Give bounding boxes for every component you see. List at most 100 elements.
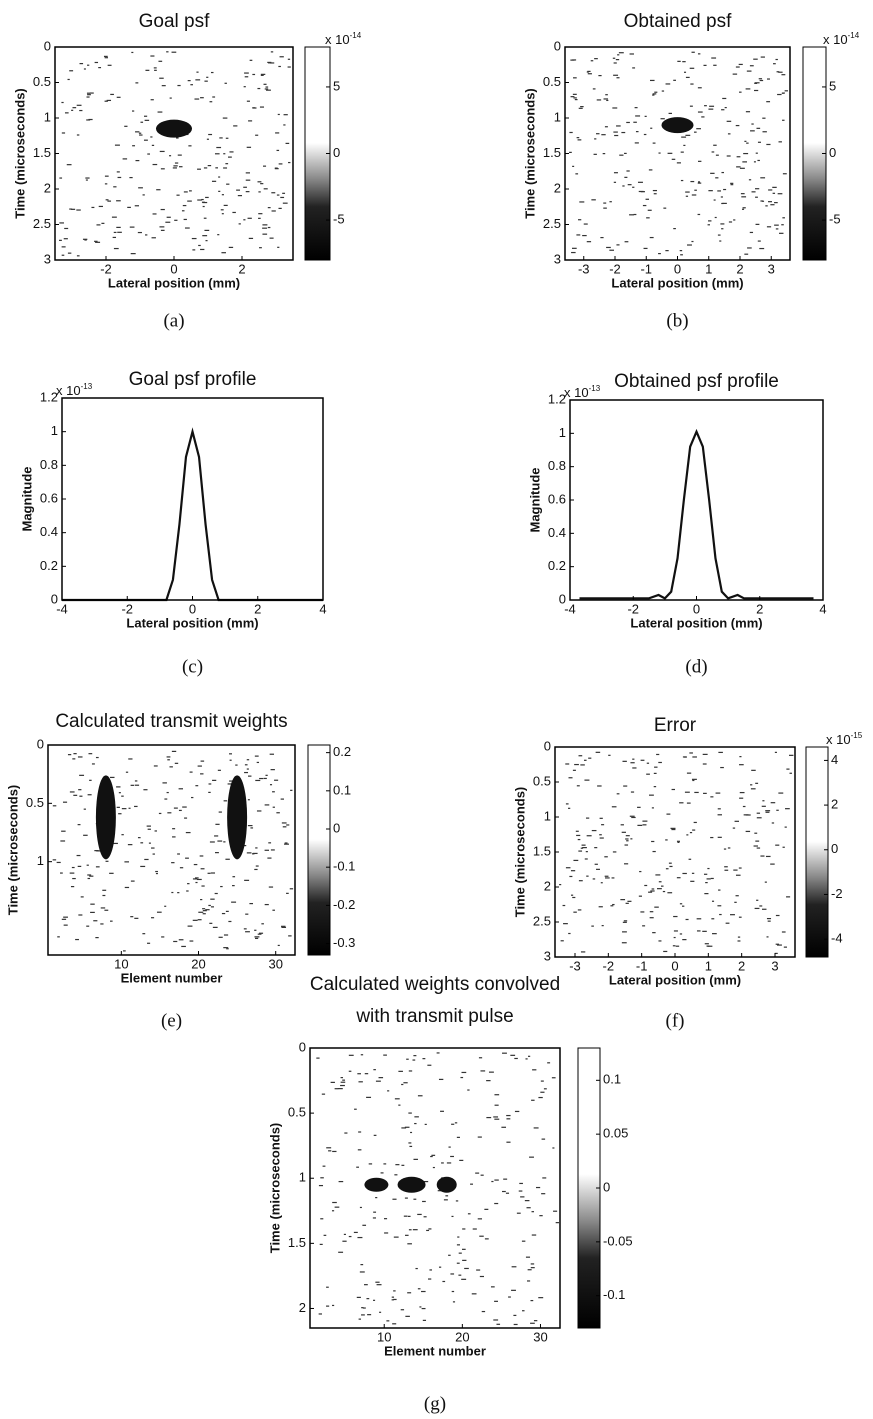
speckle xyxy=(421,1290,426,1293)
speckle xyxy=(669,865,673,868)
speckle xyxy=(267,61,272,64)
speckle xyxy=(95,866,100,868)
speckle xyxy=(657,888,662,890)
speckle xyxy=(113,186,117,188)
speckle xyxy=(680,151,684,153)
speckle xyxy=(192,249,196,251)
speckle xyxy=(59,177,63,179)
speckle xyxy=(391,1299,394,1301)
speckle xyxy=(373,1211,377,1213)
speckle xyxy=(691,778,697,780)
speckle xyxy=(199,855,204,857)
y-tick-label: 0 xyxy=(44,38,51,53)
speckle xyxy=(166,791,169,794)
speckle xyxy=(166,216,171,218)
speckle xyxy=(218,936,223,938)
y-tick-label: 0.6 xyxy=(40,490,58,505)
speckle xyxy=(244,76,249,78)
speckle xyxy=(571,247,577,249)
speckle xyxy=(356,1166,359,1168)
speckle xyxy=(781,931,786,933)
speckle xyxy=(755,188,760,190)
speckle xyxy=(153,67,157,69)
speckle xyxy=(754,89,759,92)
speckle xyxy=(665,83,671,85)
speckle xyxy=(762,200,765,202)
speckle xyxy=(187,883,190,885)
speckle xyxy=(782,217,785,219)
speckle xyxy=(605,877,610,879)
speckle xyxy=(384,1218,388,1220)
speckle xyxy=(691,240,694,243)
speckle xyxy=(738,867,742,869)
colorbar-tick-label: 5 xyxy=(829,78,836,93)
speckle xyxy=(713,64,717,66)
speckle xyxy=(595,751,601,753)
speckle xyxy=(104,175,109,177)
speckle xyxy=(272,909,275,911)
speckle xyxy=(569,151,572,153)
speckle xyxy=(693,821,697,824)
speckle xyxy=(287,66,291,68)
speckle xyxy=(338,1180,344,1183)
speckle xyxy=(673,915,678,918)
y-tick-label: 2 xyxy=(554,180,561,195)
speckle xyxy=(366,1096,372,1098)
speckle xyxy=(719,240,722,242)
speckle xyxy=(152,163,158,166)
speckle xyxy=(709,105,715,107)
speckle xyxy=(762,131,767,133)
speckle xyxy=(643,247,648,250)
speckle xyxy=(511,1266,517,1268)
speckle xyxy=(334,1206,340,1208)
speckle xyxy=(61,830,66,832)
speckle xyxy=(87,64,90,66)
speckle xyxy=(692,756,697,758)
speckle xyxy=(166,51,169,53)
speckle xyxy=(182,806,187,808)
speckle xyxy=(202,235,208,237)
speckle xyxy=(113,231,117,234)
speckle xyxy=(109,776,115,779)
speckle xyxy=(76,854,81,857)
speckle xyxy=(334,1088,339,1090)
speckle xyxy=(174,162,179,164)
speckle xyxy=(243,186,247,188)
speckle xyxy=(580,764,585,766)
speckle xyxy=(422,1319,427,1321)
speckle xyxy=(362,1307,366,1309)
speckle xyxy=(229,151,234,153)
speckle xyxy=(124,861,130,863)
speckle xyxy=(722,97,727,100)
speckle xyxy=(747,247,752,249)
speckle xyxy=(225,163,229,165)
speckle xyxy=(210,71,214,74)
speckle xyxy=(287,58,291,60)
speckle xyxy=(187,80,191,82)
speckle xyxy=(260,74,264,76)
speckle xyxy=(673,227,676,230)
speckle xyxy=(676,840,680,842)
exponent-base: x 10 xyxy=(325,32,350,47)
speckle xyxy=(400,1309,405,1311)
speckle xyxy=(689,752,693,754)
speckle xyxy=(704,893,709,895)
speckle xyxy=(263,165,267,167)
speckle xyxy=(776,71,780,73)
speckle xyxy=(323,1234,327,1236)
speckle xyxy=(443,1199,448,1201)
speckle xyxy=(586,835,592,837)
speckle xyxy=(171,862,175,864)
speckle xyxy=(245,179,251,181)
feature xyxy=(661,117,694,134)
speckle xyxy=(167,812,172,814)
speckle xyxy=(577,909,582,911)
y-tick-label: 0.5 xyxy=(543,74,561,89)
speckle xyxy=(739,797,744,799)
panel-label: (d) xyxy=(685,656,707,677)
speckle xyxy=(598,906,603,908)
speckle xyxy=(611,806,617,808)
speckle xyxy=(553,1210,558,1212)
speckle xyxy=(703,873,708,875)
speckle xyxy=(359,1271,365,1273)
